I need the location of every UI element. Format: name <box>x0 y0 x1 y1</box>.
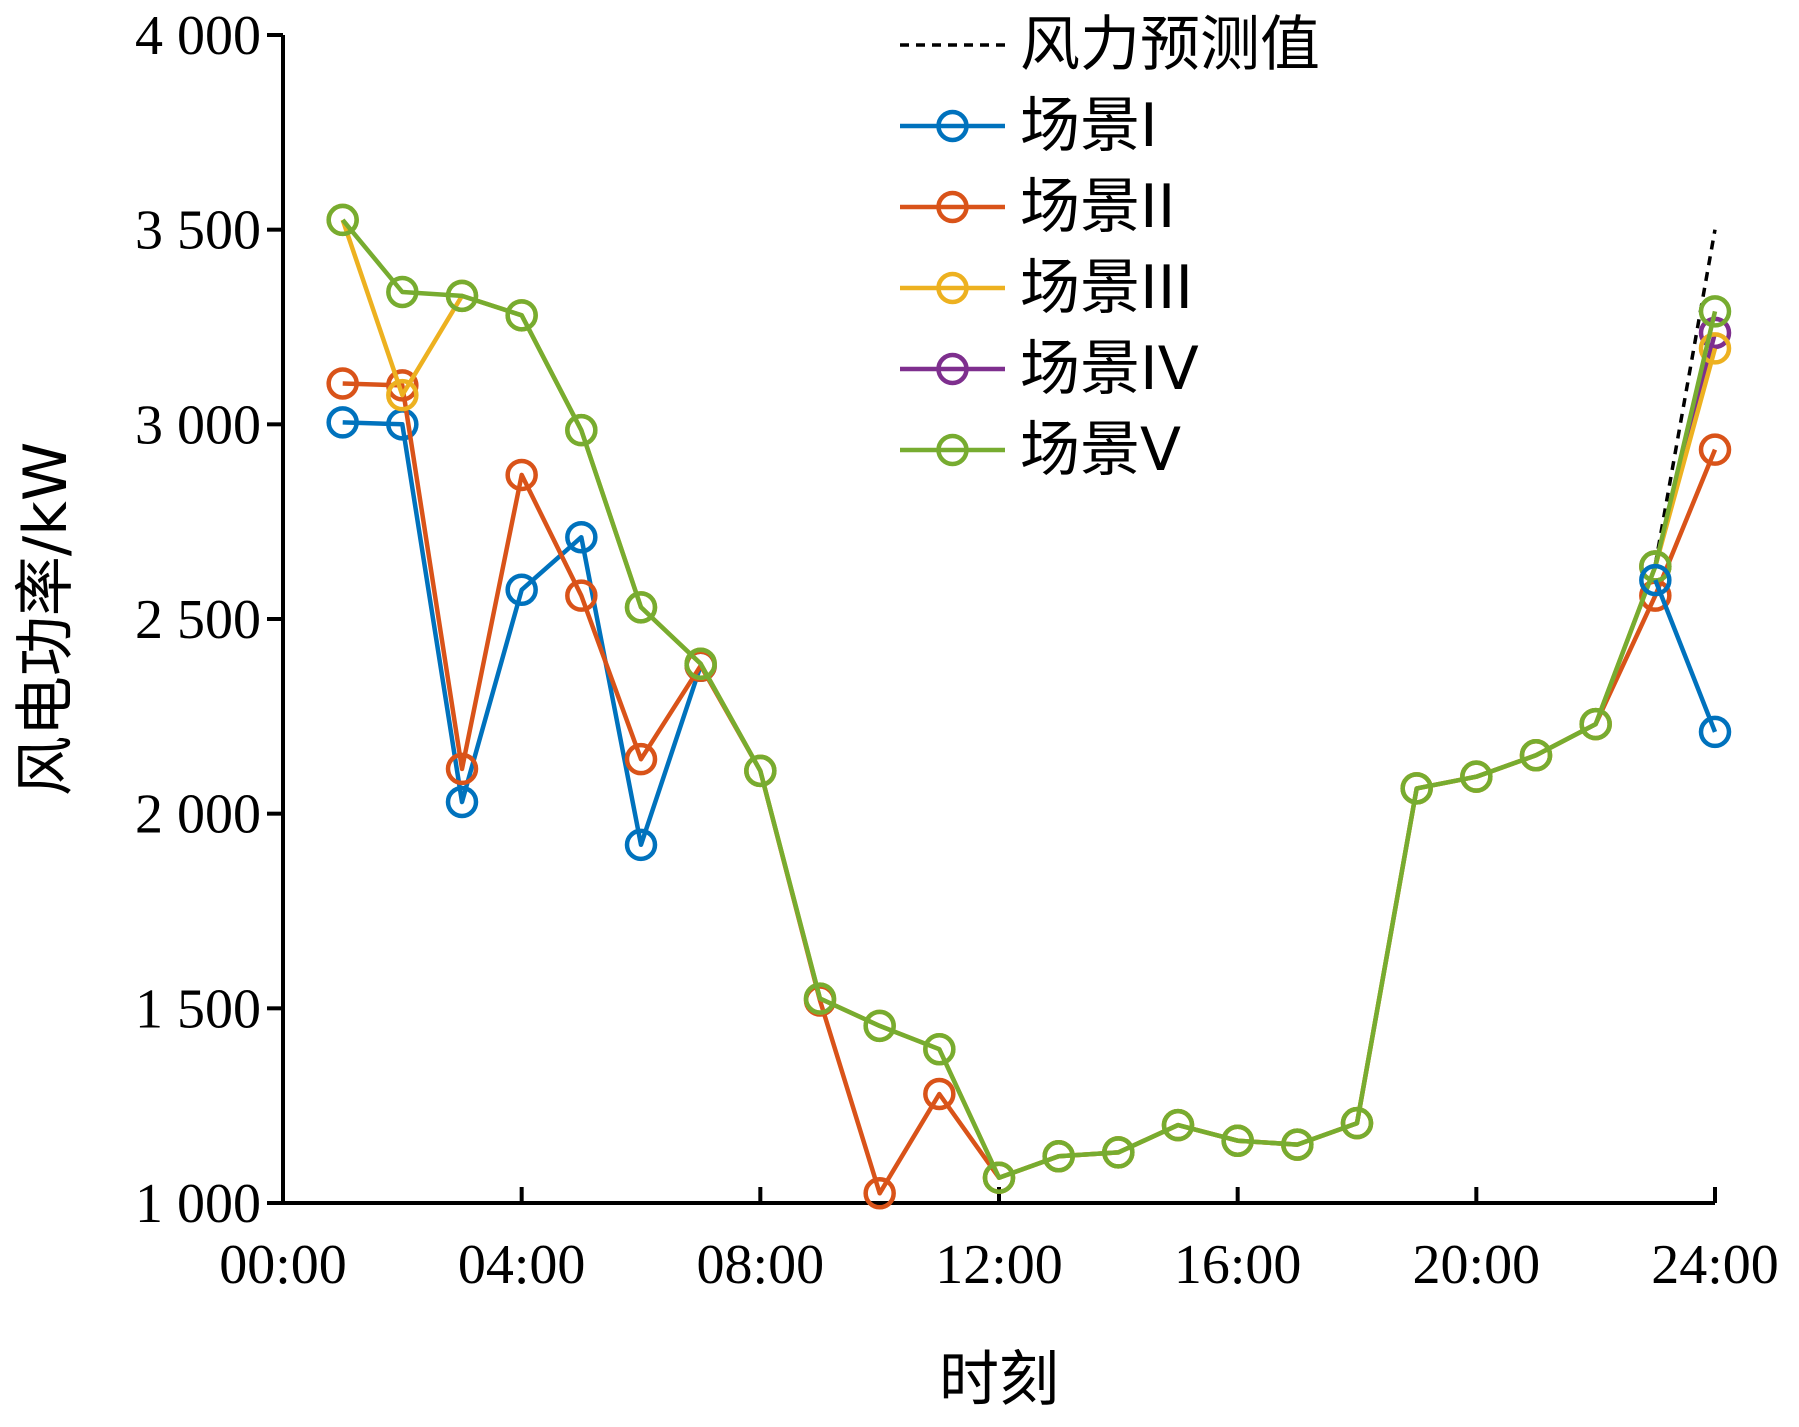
data-point <box>386 275 419 309</box>
data-point <box>1460 760 1493 793</box>
legend-marker <box>936 352 969 386</box>
y-tick-label: 2 000 <box>135 784 261 846</box>
data-point <box>326 367 359 400</box>
series-line <box>342 381 1718 1196</box>
legend-label: 场景III <box>1020 253 1193 323</box>
legend-marker <box>936 190 969 224</box>
data-point <box>863 1009 896 1043</box>
x-tick-label: 04:00 <box>458 1234 586 1296</box>
legend-label: 场景II <box>1020 172 1175 242</box>
y-tick-label: 2 500 <box>135 589 261 651</box>
data-point <box>744 754 777 788</box>
data-point <box>923 1077 956 1111</box>
data-point <box>1579 707 1612 741</box>
legend-item: 场景III <box>900 253 1193 323</box>
legend-marker <box>936 109 969 143</box>
legend-marker <box>936 433 969 467</box>
series-scenario-tail <box>1639 563 1732 749</box>
data-point <box>1698 332 1732 365</box>
x-axis-ticks: 00:00 04:00 08:00 12:00 16:00 20:00 24:00 <box>219 1187 1779 1296</box>
x-tick-label: 24:00 <box>1651 1234 1779 1296</box>
x-tick-label: 12:00 <box>935 1234 1063 1296</box>
series-line <box>340 218 1718 1180</box>
x-tick-label: 08:00 <box>697 1234 825 1296</box>
data-point <box>1102 1136 1135 1169</box>
data-point <box>1698 295 1732 328</box>
legend-marker <box>936 271 969 305</box>
data-point <box>505 573 538 607</box>
data-point <box>1042 1140 1075 1173</box>
y-axis-ticks: 1 000 1 500 2 000 2 500 3 000 3 500 4 000 <box>135 5 283 1235</box>
data-point <box>565 413 598 447</box>
data-point <box>982 1161 1016 1194</box>
x-tick-label: 16:00 <box>1174 1234 1302 1296</box>
legend-item: 场景IV <box>900 334 1199 404</box>
series-scenario-0 <box>1653 229 1717 565</box>
data-point <box>445 279 479 313</box>
data-point <box>624 591 658 624</box>
legend-label: 场景V <box>1020 415 1181 485</box>
x-tick-label: 20:00 <box>1413 1234 1541 1296</box>
series-line <box>1653 229 1717 565</box>
data-point <box>684 647 717 681</box>
y-tick-label: 3 500 <box>135 200 261 262</box>
data-point <box>445 752 479 786</box>
data-point <box>565 579 598 612</box>
data-point <box>624 828 658 862</box>
data-point <box>445 785 479 819</box>
data-point <box>565 520 598 554</box>
data-point <box>1519 739 1553 772</box>
data-point <box>1639 563 1672 597</box>
legend-item: 场景I <box>900 91 1158 161</box>
data-point <box>1221 1124 1254 1157</box>
y-axis-title: 风电功率/kW <box>11 442 81 796</box>
data-point <box>326 406 359 439</box>
data-point <box>1340 1106 1374 1140</box>
x-tick-label: 00:00 <box>219 1234 347 1296</box>
data-point <box>326 203 359 237</box>
series-line <box>342 420 703 848</box>
y-tick-label: 1 500 <box>135 978 261 1040</box>
data-point <box>1281 1128 1314 1161</box>
legend-item: 风力预测值 <box>900 10 1320 80</box>
data-point <box>386 369 419 402</box>
data-point <box>624 742 658 776</box>
series-line <box>1653 579 1718 733</box>
data-point <box>386 378 419 412</box>
data-point <box>803 982 837 1015</box>
data-point <box>1698 715 1732 749</box>
data-point <box>1400 772 1433 805</box>
series-scenario-2 <box>326 367 1732 1210</box>
y-tick-label: 4 000 <box>135 5 261 67</box>
y-tick-label: 1 000 <box>135 1173 261 1235</box>
data-point <box>863 1177 896 1210</box>
y-tick-label: 3 000 <box>135 394 261 456</box>
x-axis-title: 时刻 <box>939 1345 1059 1415</box>
axes <box>281 35 1715 1205</box>
data-point <box>505 299 538 332</box>
legend-label: 场景I <box>1020 91 1158 161</box>
data-point <box>505 458 538 492</box>
data-point <box>1161 1108 1195 1142</box>
series-scenario-5 <box>326 203 1732 1194</box>
data-point <box>923 1032 956 1066</box>
legend-label: 风力预测值 <box>1020 10 1320 80</box>
legend-item: 场景II <box>900 172 1175 242</box>
data-point <box>1698 433 1732 466</box>
legend-label: 场景IV <box>1020 334 1199 404</box>
legend-item: 场景V <box>900 415 1181 485</box>
plot-area <box>326 203 1732 1210</box>
